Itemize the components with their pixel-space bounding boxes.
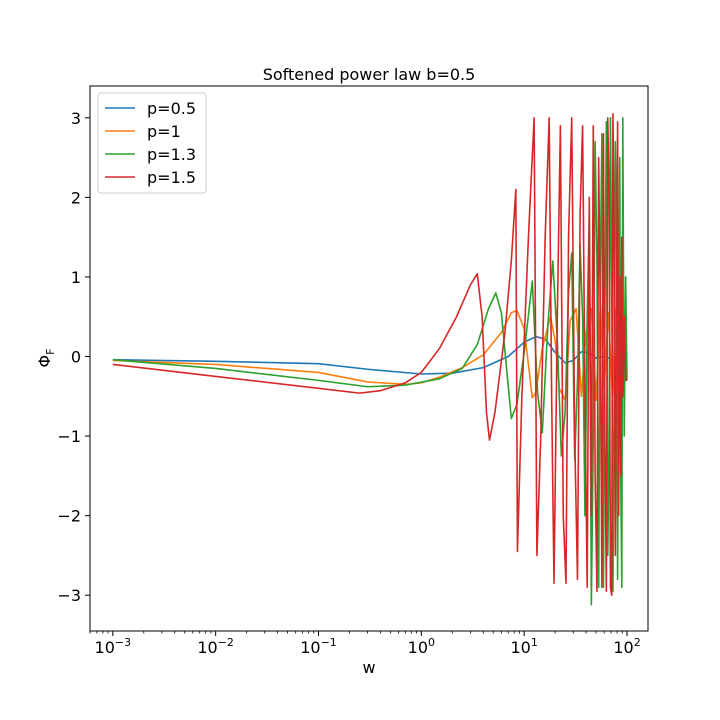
legend-frame bbox=[97, 92, 207, 194]
y-tick-label: 0 bbox=[71, 348, 81, 367]
series-line-3 bbox=[112, 117, 628, 606]
y-tick-label: 1 bbox=[71, 268, 81, 287]
plot-area-frame bbox=[89, 85, 649, 632]
series-layer bbox=[112, 113, 628, 606]
x-tick-label: 10−1 bbox=[300, 636, 337, 657]
y-axis: −3 −2 −1 0 1 2 3 bbox=[57, 109, 90, 605]
x-tick-label: 10−2 bbox=[197, 636, 234, 657]
y-axis-label: ΦF bbox=[35, 349, 57, 368]
y-axis-label-subscript: F bbox=[44, 349, 57, 355]
y-tick-label: −3 bbox=[57, 586, 81, 605]
legend: p=0.5 p=1 p=1.3 p=1.5 bbox=[97, 92, 207, 194]
x-tick-label: 100 bbox=[408, 636, 435, 657]
x-tick-label: 101 bbox=[510, 636, 537, 657]
y-tick-label: −2 bbox=[57, 507, 81, 526]
x-axis-label: w bbox=[362, 658, 375, 677]
y-tick-label: −1 bbox=[57, 427, 81, 446]
chart-title: Softened power law b=0.5 bbox=[263, 65, 476, 84]
series-line-4 bbox=[112, 113, 628, 596]
legend-label: p=1 bbox=[147, 122, 181, 141]
y-axis-label-main: Φ bbox=[35, 355, 54, 368]
x-axis: 10−3 10−2 10−1 100 101 102 bbox=[89, 631, 641, 657]
x-tick-label: 10−3 bbox=[95, 636, 132, 657]
legend-label: p=1.3 bbox=[147, 145, 196, 164]
y-tick-label: 3 bbox=[71, 109, 81, 128]
y-tick-label: 2 bbox=[71, 188, 81, 207]
legend-label: p=1.5 bbox=[147, 168, 196, 187]
legend-label: p=0.5 bbox=[147, 99, 196, 118]
x-tick-label: 102 bbox=[613, 636, 640, 657]
